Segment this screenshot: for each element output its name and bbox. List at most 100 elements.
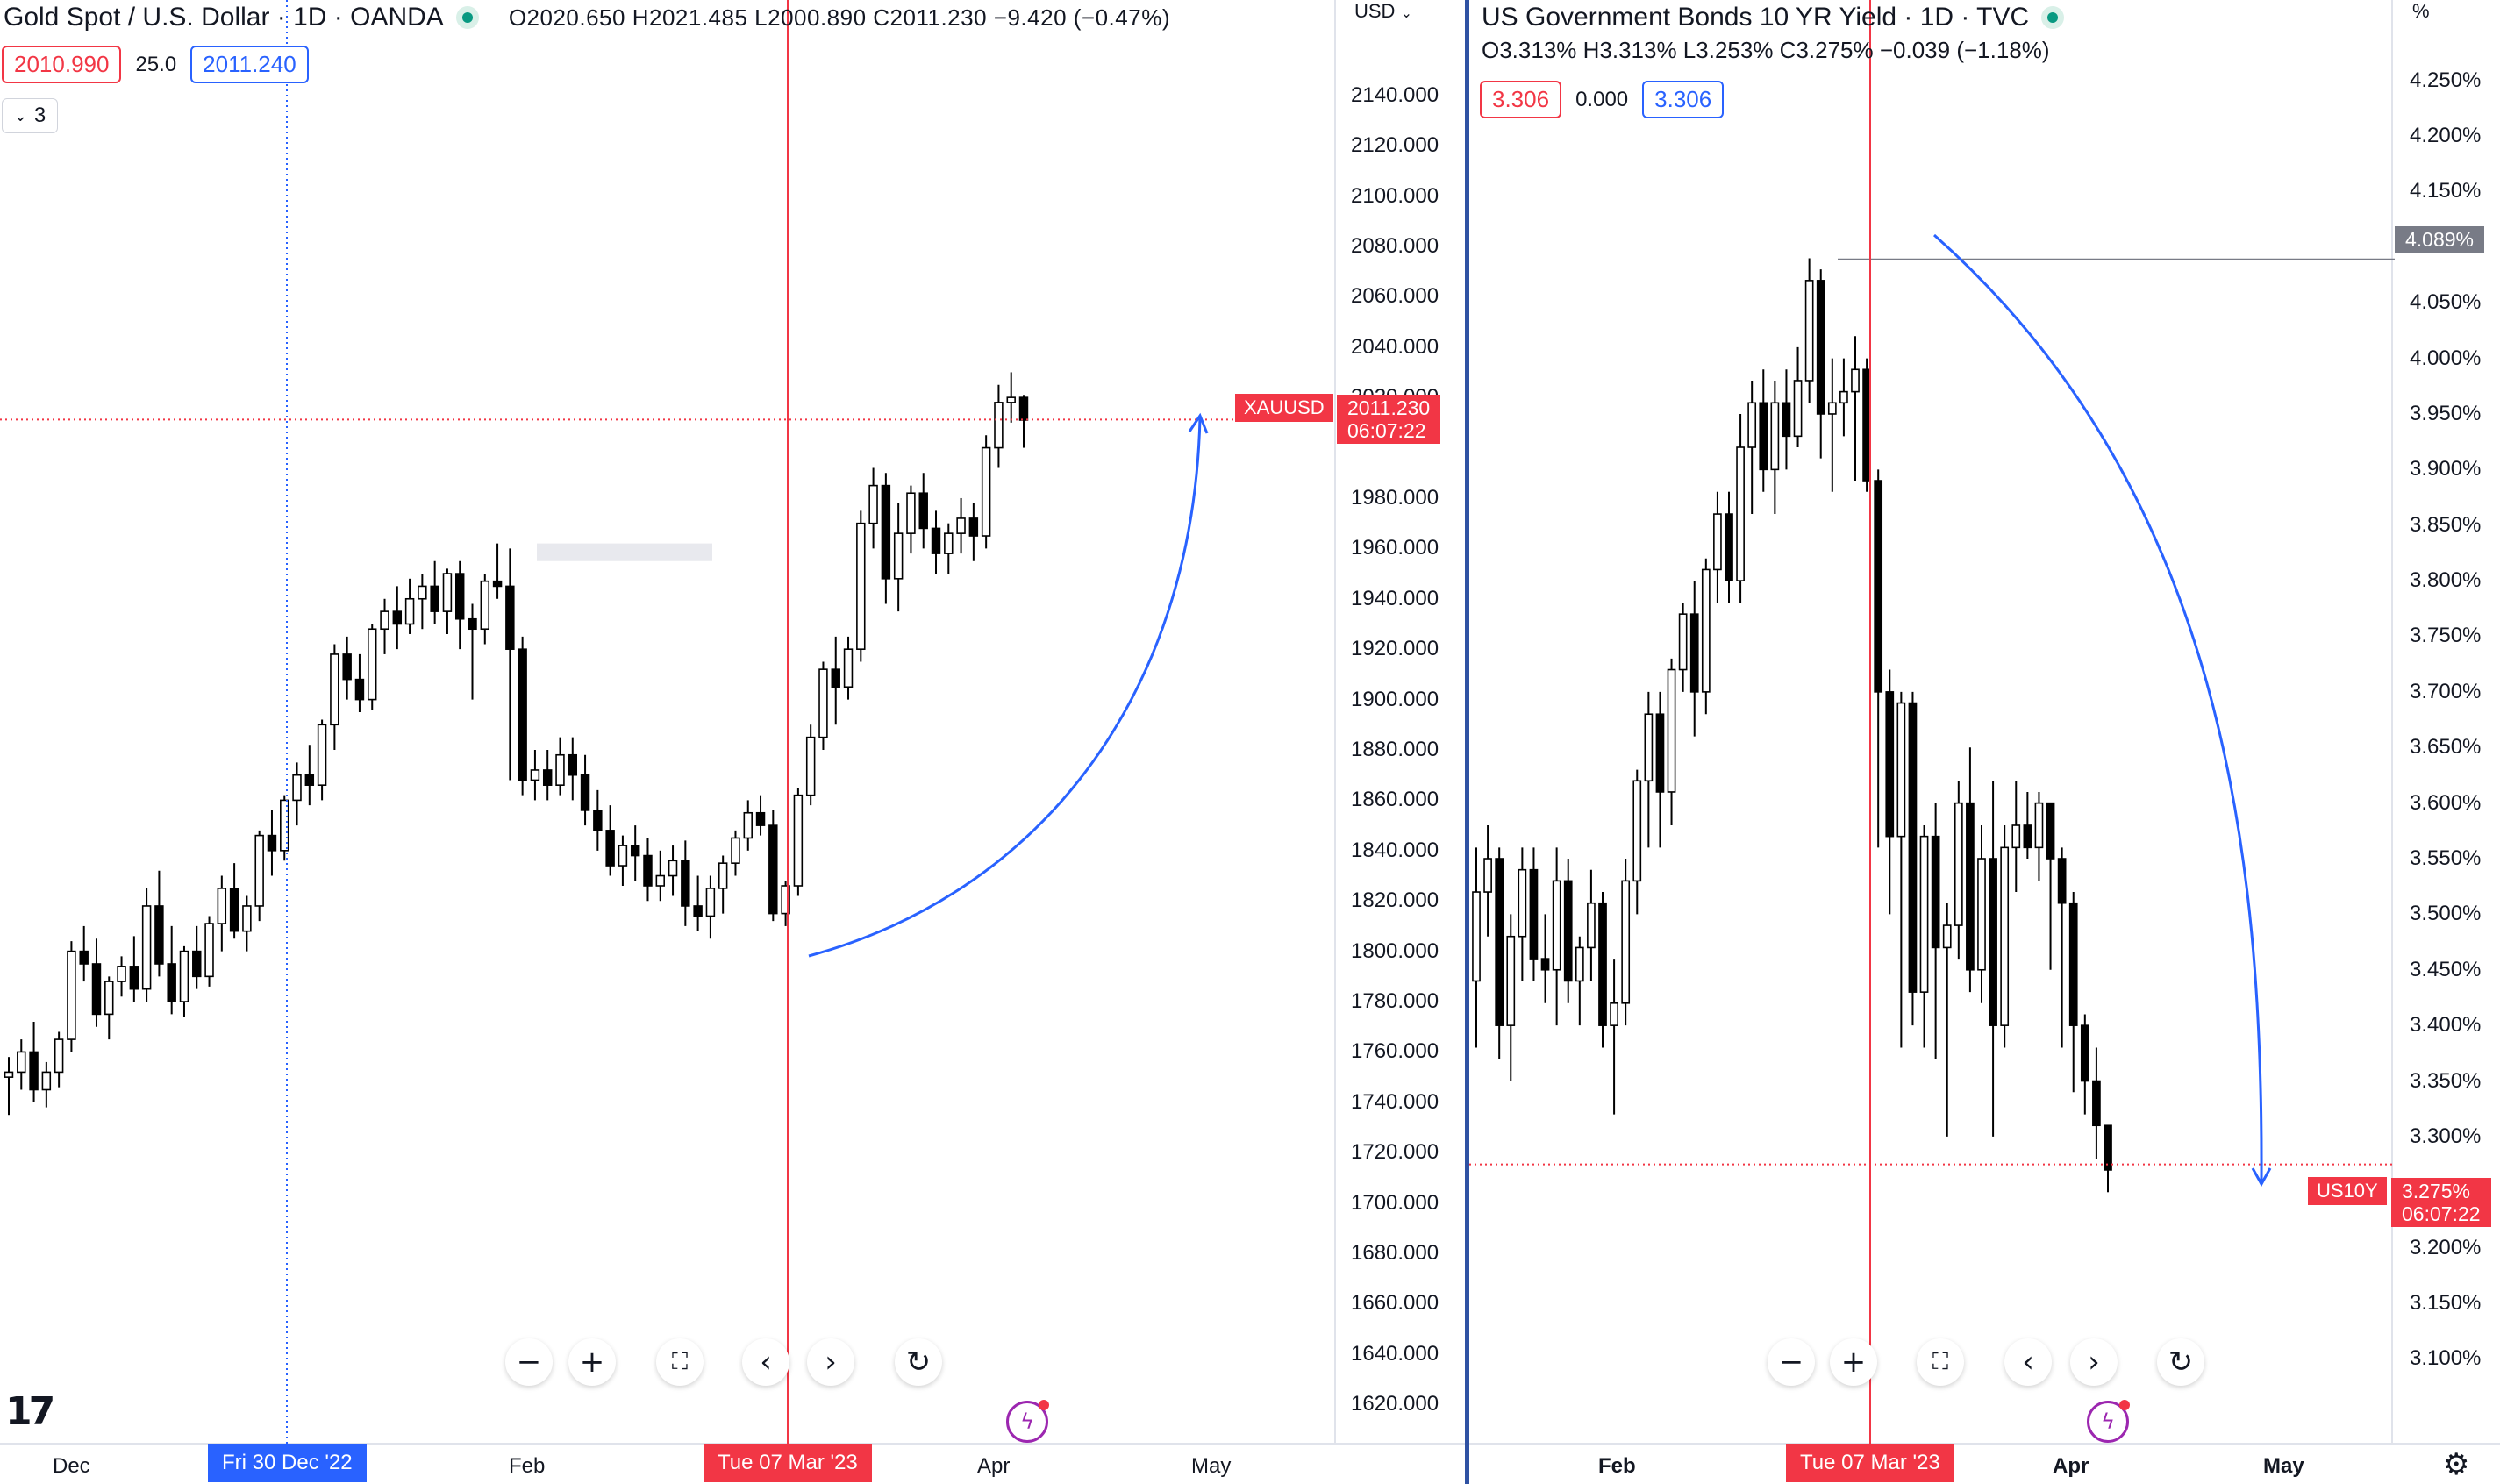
candle-body [254,834,264,907]
us10y-spread: 0.000 [1575,87,1629,111]
candle-body [1862,368,1871,482]
xauusd-chart-pane[interactable]: Gold Spot / U.S. Dollar · 1D · OANDA O20… [0,0,1465,1484]
price-tick-label: 1700.000 [1351,1190,1439,1215]
candle-body [1977,858,1986,971]
candle-body [956,517,966,534]
candle-body [2023,824,2032,849]
candle-body [442,573,453,612]
fullscreen-button[interactable]: ⛶ [656,1338,704,1386]
us10y-last-price: 3.275% [2402,1180,2471,1202]
price-tick-label: 3.850% [2410,512,2482,537]
price-tick-label: 1800.000 [1351,938,1439,963]
candle-body [1793,380,1803,438]
candle-body [179,950,189,1002]
xauusd-candlestick-chart[interactable] [0,0,1465,1484]
candle-body [1587,902,1596,949]
candle-body [944,532,954,554]
scroll-left-button[interactable]: ‹ [742,1338,789,1386]
candle-body [280,799,289,852]
price-tick-label: 4.050% [2410,290,2482,315]
candle-body [906,492,916,534]
price-tick-label: 3.300% [2410,1124,2482,1148]
zoom-in-button[interactable]: + [568,1338,616,1386]
zoom-in-button[interactable]: + [1830,1338,1877,1386]
cursor-date-tag: Fri 30 Dec '22 [208,1444,367,1482]
price-tick-label: 3.950% [2410,401,2482,425]
price-tick-label: 4.150% [2410,179,2482,203]
candle-body [1954,802,1963,926]
fullscreen-button[interactable]: ⛶ [1917,1338,1964,1386]
xauusd-title[interactable]: Gold Spot / U.S. Dollar · 1D · OANDA [4,3,444,32]
candle-body [2011,824,2021,849]
us10y-title[interactable]: US Government Bonds 10 YR Yield · 1D · T… [1482,3,2030,32]
candle-body [831,668,840,688]
arrow-head [1188,412,1209,434]
candle-body [104,981,114,1016]
xauusd-last-price: 2011.230 [1347,396,1431,419]
candle-body [655,874,665,887]
xauusd-sell-button[interactable]: 2010.990 [2,46,122,83]
us10y-buy-button[interactable]: 3.306 [1642,81,1725,118]
scroll-left-button[interactable]: ‹ [2004,1338,2052,1386]
price-tick-label: 1820.000 [1351,888,1439,913]
candle-body [1598,902,1607,1026]
price-tick-label: 3.650% [2410,735,2482,760]
candle-body [1529,868,1539,960]
xauusd-legend: Gold Spot / U.S. Dollar · 1D · OANDA O20… [4,0,1170,35]
us10y-crosshair-date-tag: Tue 07 Mar '23 [1786,1444,1954,1482]
reset-chart-button[interactable]: ↻ [895,1338,942,1386]
indicator-count: 3 [33,103,46,127]
candle-body [17,1051,26,1074]
price-tick-label: 3.100% [2410,1346,2482,1371]
xauusd-buy-button[interactable]: 2011.240 [190,46,309,83]
price-tick-label: 1900.000 [1351,687,1439,711]
zoom-out-button[interactable]: − [1768,1338,1815,1386]
us10y-ohlc: O3.313% H3.313% L3.253% C3.275% −0.039 (… [1482,37,2050,63]
candle-body [368,628,377,701]
tradingview-logo[interactable]: 17 [5,1389,55,1434]
price-tick-label: 3.900% [2410,457,2482,482]
us10y-countdown: 06:07:22 [2402,1202,2481,1225]
zoom-out-button[interactable]: − [505,1338,553,1386]
candle-body [1851,368,1860,393]
us10y-sell-button[interactable]: 3.306 [1480,81,1562,118]
price-tick-label: 3.600% [2410,790,2482,815]
indicators-toggle-button[interactable]: ⌄ 3 [2,98,58,133]
reset-chart-button[interactable]: ↻ [2157,1338,2204,1386]
scroll-right-button[interactable]: › [807,1338,854,1386]
candle-body [1678,613,1688,671]
us10y-candlestick-chart[interactable] [1469,0,2500,1484]
candle-body [1018,396,1029,421]
price-tick-label: 1720.000 [1351,1140,1439,1165]
candle-body [805,736,816,796]
candle-body [292,774,302,802]
pane-divider[interactable] [1465,0,1469,1484]
price-tick-label: 3.150% [2410,1291,2482,1316]
us10y-chart-pane[interactable]: US Government Bonds 10 YR Yield · 1D · T… [1469,0,2500,1484]
flash-icon[interactable]: ϟ [1006,1400,1049,1443]
candle-body [480,580,490,631]
scroll-right-button[interactable]: › [2070,1338,2118,1386]
candle-body [167,963,176,1002]
candle-body [2092,1080,2101,1127]
flash-icon[interactable]: ϟ [2087,1400,2130,1443]
time-label-dec: Dec [53,1454,90,1478]
xauusd-symbol-tag: XAUUSD [1235,394,1333,422]
currency-selector[interactable]: USD ⌄ [1354,0,1412,23]
xauusd-countdown: 06:07:22 [1347,419,1426,442]
price-tick-label: 2080.000 [1351,233,1439,258]
candle-body [141,905,152,990]
price-tick-label: 3.400% [2410,1013,2482,1038]
price-tick-label: 2120.000 [1351,133,1439,158]
currency-label: USD [1354,0,1396,22]
candle-body [868,484,878,524]
candle-body [1919,835,1929,993]
candle-body [668,860,678,877]
price-tick-label: 1760.000 [1351,1039,1439,1064]
price-tick-label: 1740.000 [1351,1089,1439,1114]
gear-icon[interactable]: ⚙ [2443,1447,2470,1482]
candle-body [893,532,904,580]
candle-body [2068,902,2078,1026]
downward-arrow-drawing [1933,233,2263,1183]
xauusd-spread: 25.0 [135,52,177,76]
